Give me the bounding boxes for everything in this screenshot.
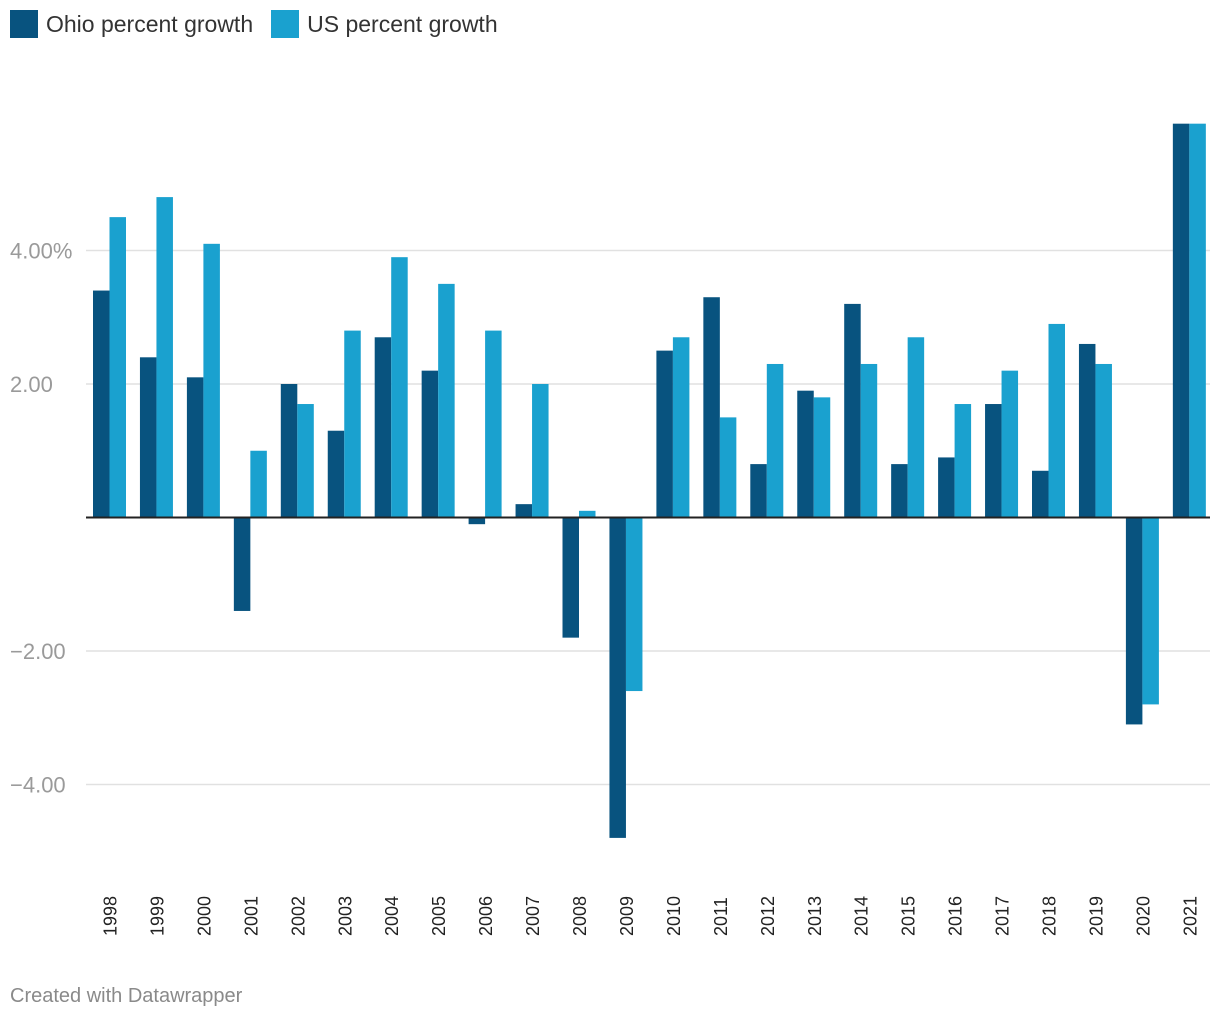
bar-us-2015: [907, 337, 925, 518]
bar-us-1998: [109, 217, 126, 518]
x-tick-label-2013: 2013: [805, 896, 825, 936]
bar-us-2018: [1048, 323, 1065, 518]
bar-ohio-2009: [609, 517, 626, 838]
bar-us-2005: [438, 283, 455, 518]
bar-us-2004: [391, 257, 408, 518]
bar-us-2014: [860, 363, 878, 518]
x-tick-label-1999: 1999: [147, 896, 167, 936]
bar-ohio-2020: [1125, 517, 1143, 725]
bar-ohio-2012: [750, 464, 767, 518]
bar-us-2010: [672, 337, 690, 518]
bar-us-1999: [156, 197, 173, 518]
x-tick-label-2000: 2000: [194, 896, 214, 936]
bar-ohio-2015: [891, 464, 908, 518]
bar-us-2016: [954, 404, 972, 518]
x-tick-label-2001: 2001: [241, 896, 261, 936]
legend-label-ohio: Ohio percent growth: [46, 10, 254, 37]
bar-us-2017: [1001, 370, 1019, 518]
x-tick-label-2016: 2016: [946, 896, 966, 936]
bar-ohio-2017: [985, 404, 1002, 518]
bar-ohio-2001: [233, 517, 251, 611]
y-tick-label-0: 4.00%: [10, 239, 72, 264]
x-tick-label-2017: 2017: [993, 896, 1013, 936]
x-tick-label-2003: 2003: [335, 896, 355, 936]
bar-ohio-2013: [797, 390, 814, 518]
bar-ohio-2002: [280, 384, 298, 518]
x-tick-label-2018: 2018: [1040, 896, 1060, 936]
x-tick-label-2009: 2009: [617, 896, 637, 936]
legend-item-ohio: Ohio percent growth: [10, 10, 253, 38]
bar-ohio-2014: [844, 303, 861, 518]
legend-swatch-us: [271, 10, 300, 38]
bar-ohio-2007: [515, 504, 533, 518]
x-tick-label-2012: 2012: [758, 896, 778, 936]
x-tick-label-2006: 2006: [476, 896, 496, 936]
x-tick-label-2015: 2015: [899, 896, 919, 936]
bar-ohio-1998: [93, 290, 110, 518]
bar-us-2012: [766, 363, 784, 518]
y-tick-label-2: −2.00: [10, 639, 66, 664]
x-tick-label-2005: 2005: [429, 896, 449, 936]
legend-item-us: US percent growth: [271, 10, 498, 38]
bar-ohio-2003: [327, 430, 345, 518]
bar-us-2013: [813, 397, 831, 518]
bar-ohio-1999: [139, 357, 157, 518]
bar-ohio-2021: [1172, 123, 1190, 518]
legend-label-us: US percent growth: [307, 10, 498, 37]
legend: Ohio percent growth US percent growth: [10, 10, 516, 38]
x-tick-label-2019: 2019: [1086, 896, 1106, 936]
x-tick-label-2014: 2014: [852, 896, 872, 936]
bar-ohio-2018: [1032, 470, 1049, 518]
bar-ohio-2016: [938, 457, 955, 518]
x-tick-label-2020: 2020: [1133, 896, 1153, 936]
x-tick-label-2007: 2007: [523, 896, 543, 936]
bar-us-2021: [1189, 123, 1206, 518]
y-tick-label-1: 2.00: [10, 372, 53, 397]
bar-us-2011: [719, 417, 737, 518]
y-tick-label-3: −4.00: [10, 773, 66, 798]
x-tick-label-1998: 1998: [101, 896, 121, 936]
footer-credit: Created with Datawrapper: [10, 985, 243, 1007]
bar-ohio-2008: [562, 517, 579, 638]
bar-us-2007: [532, 384, 549, 518]
bar-us-2020: [1142, 517, 1159, 705]
bar-us-2003: [344, 330, 361, 518]
x-tick-label-2004: 2004: [382, 896, 402, 936]
x-tick-label-2011: 2011: [711, 897, 731, 936]
bar-us-2001: [250, 450, 267, 518]
bar-ohio-2005: [421, 370, 439, 518]
x-tick-label-2002: 2002: [288, 896, 308, 936]
bar-us-2006: [485, 330, 502, 518]
bar-ohio-2000: [186, 377, 204, 518]
bar-ohio-2004: [374, 337, 392, 518]
bar-ohio-2011: [703, 297, 720, 518]
x-tick-label-2010: 2010: [664, 896, 684, 936]
x-tick-label-2008: 2008: [570, 896, 590, 936]
legend-swatch-ohio: [10, 10, 38, 38]
x-tick-label-2021: 2021: [1180, 896, 1200, 936]
bar-ohio-2010: [656, 350, 673, 518]
bar-us-2008: [579, 510, 596, 518]
bar-chart: 4.00% 2.00 −2.00 −4.00 1998 1999 2000 2001 2002 2…: [10, 123, 1210, 936]
bar-ohio-2006: [468, 517, 486, 525]
bar-us-2019: [1095, 363, 1112, 518]
bar-ohio-2019: [1078, 343, 1096, 518]
bar-us-2009: [625, 517, 643, 692]
bar-us-2002: [297, 404, 314, 518]
bar-us-2000: [203, 243, 220, 518]
